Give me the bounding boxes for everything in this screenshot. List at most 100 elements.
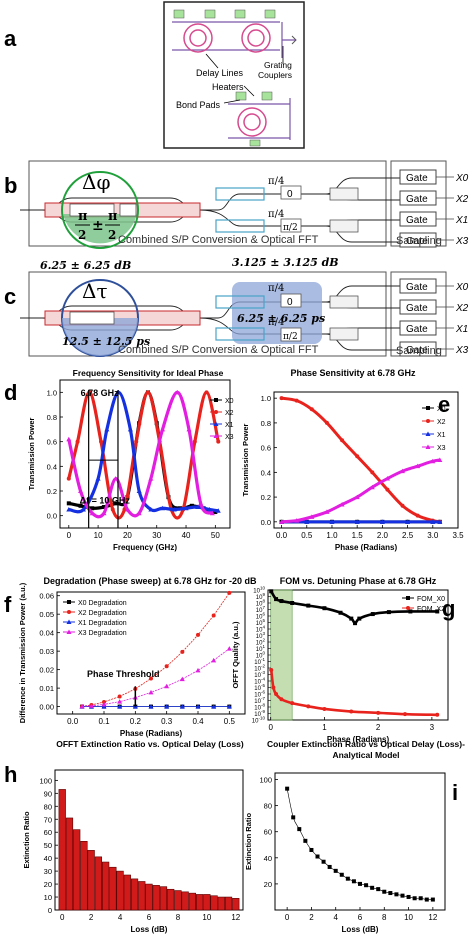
legend-marker-f xyxy=(66,629,72,634)
panel-letter-c: c xyxy=(4,284,16,309)
y-tick-label-i: 40 xyxy=(264,854,272,863)
x-tick-label-f: 0.1 xyxy=(98,717,110,726)
data-point-d xyxy=(104,426,110,432)
data-point-g xyxy=(279,697,284,702)
label-heaters: Heaters xyxy=(212,82,244,92)
data-point-g xyxy=(435,609,440,614)
data-point-d xyxy=(66,436,72,442)
data-point-d xyxy=(101,510,107,516)
data-point-f xyxy=(196,632,200,637)
data-point-i xyxy=(388,891,393,896)
gate-c-1: Gate xyxy=(406,282,428,293)
data-point-i xyxy=(339,872,344,877)
bar xyxy=(123,874,131,911)
panel-letter-g: g xyxy=(442,596,455,621)
delay-label-1: 12.5 ± 12.5 ps xyxy=(62,335,150,348)
zero-c: 0 xyxy=(287,297,293,308)
data-point-e xyxy=(324,509,330,514)
loss-label-2: 3.125 ± 3.125 dB xyxy=(232,256,339,269)
coupler-b1 xyxy=(215,187,265,201)
bar xyxy=(58,789,66,911)
chart-title-i-line2: Analytical Model xyxy=(332,750,399,760)
x-tick-label-i: 6 xyxy=(358,913,363,922)
y-tick-label-h: 50 xyxy=(44,841,52,850)
data-point-e xyxy=(309,514,315,519)
plot-frame-i xyxy=(274,772,446,911)
legend-entry-g: FOM_X0 xyxy=(417,596,445,603)
y-tick-label-i: 100 xyxy=(259,776,272,785)
data-point-e xyxy=(294,398,299,403)
x-tick-label-h: 10 xyxy=(202,913,211,922)
data-point-e xyxy=(354,519,360,524)
output-b-x1: X1 xyxy=(455,215,468,226)
x-tick-label-e: 3.5 xyxy=(452,531,464,540)
x-tick-label-i: 0 xyxy=(285,913,290,922)
x-tick-label-e: 1.0 xyxy=(326,531,338,540)
data-point-g xyxy=(290,701,295,706)
bar xyxy=(174,890,182,911)
x-tick-label-d: 30 xyxy=(152,531,161,540)
x-tick-label-i: 2 xyxy=(309,913,314,922)
legend-entry-e: X3 xyxy=(437,445,446,452)
x-tick-label-d: 0 xyxy=(67,531,72,540)
data-point-g xyxy=(306,603,311,608)
data-point-f xyxy=(226,646,232,651)
y-axis-label-d: Transmission Power xyxy=(27,417,36,490)
label-bond-pads: Bond Pads xyxy=(176,100,221,110)
conversion-box-b xyxy=(28,160,387,247)
x-tick-label-f: 0.5 xyxy=(224,717,236,726)
gate-b-3: Gate xyxy=(406,215,428,226)
data-point-f xyxy=(164,664,169,669)
legend-entry-e: X1 xyxy=(437,432,446,439)
y-tick-label-e: 0.6 xyxy=(261,444,271,453)
legend-entry-f: X3 Degradation xyxy=(78,630,127,637)
gate-c-3: Gate xyxy=(406,324,428,335)
annotation-6-78-ghz: 6.78 GHz xyxy=(81,388,120,398)
data-point-d xyxy=(148,476,154,481)
data-point-g xyxy=(269,589,274,594)
y-tick-label-d: 0.2 xyxy=(47,487,57,496)
data-point-e xyxy=(329,519,335,524)
data-point-e xyxy=(400,503,405,508)
y-tick-label-g: 101 xyxy=(256,644,266,653)
y-tick-label-h: 0 xyxy=(48,906,52,915)
delay-label-2: 6.25 ± 6.25 ps xyxy=(237,312,325,325)
data-point-d xyxy=(160,426,166,432)
delta-tau-symbol: Δτ xyxy=(82,279,108,303)
data-point-d xyxy=(99,439,104,444)
data-point-e xyxy=(324,420,329,425)
y-axis-label-f: Difference in Transmission Power (a.u.) xyxy=(18,582,27,723)
data-point-d xyxy=(127,426,133,432)
caption-c: Combined S/P Conversion & Optical FFT xyxy=(118,344,319,356)
data-point-f xyxy=(226,704,232,709)
annotation-delta-f: Δf = 10 GHz xyxy=(80,495,131,505)
gate-c-4: Gate xyxy=(406,345,428,356)
legend-marker-f xyxy=(67,610,71,614)
legend-marker-f xyxy=(67,600,71,604)
pi4-bottom-b: π/4 xyxy=(268,209,284,220)
bar xyxy=(159,886,168,911)
series-line-g-0 xyxy=(270,590,438,625)
data-point-i xyxy=(291,815,296,820)
legend-marker-e xyxy=(426,419,430,423)
x-tick-label-e: 0.0 xyxy=(276,531,288,540)
x-tick-label-i: 8 xyxy=(382,913,387,922)
legend-entry-d: X3 xyxy=(225,434,234,441)
output-c-x1: X1 xyxy=(455,324,468,335)
data-point-g xyxy=(357,616,362,621)
label-couplers: Couplers xyxy=(258,70,292,80)
data-point-g xyxy=(274,692,279,696)
data-point-d xyxy=(171,507,177,512)
legend-entry-e: X0 xyxy=(437,406,446,413)
y-tick-label-g: 102 xyxy=(256,638,266,647)
y-tick-label-h: 10 xyxy=(44,893,52,902)
y-tick-label-g: 10-10 xyxy=(252,716,266,725)
data-point-f xyxy=(164,683,170,689)
data-point-e xyxy=(384,476,390,481)
data-point-i xyxy=(333,868,338,873)
panel-letter-d: d xyxy=(4,380,17,405)
x-axis-label-g: Phase (Radians) xyxy=(327,735,390,744)
data-point-e xyxy=(379,519,385,524)
y-axis-label-h: Extinction Ratio xyxy=(22,811,31,869)
bar xyxy=(87,850,95,911)
